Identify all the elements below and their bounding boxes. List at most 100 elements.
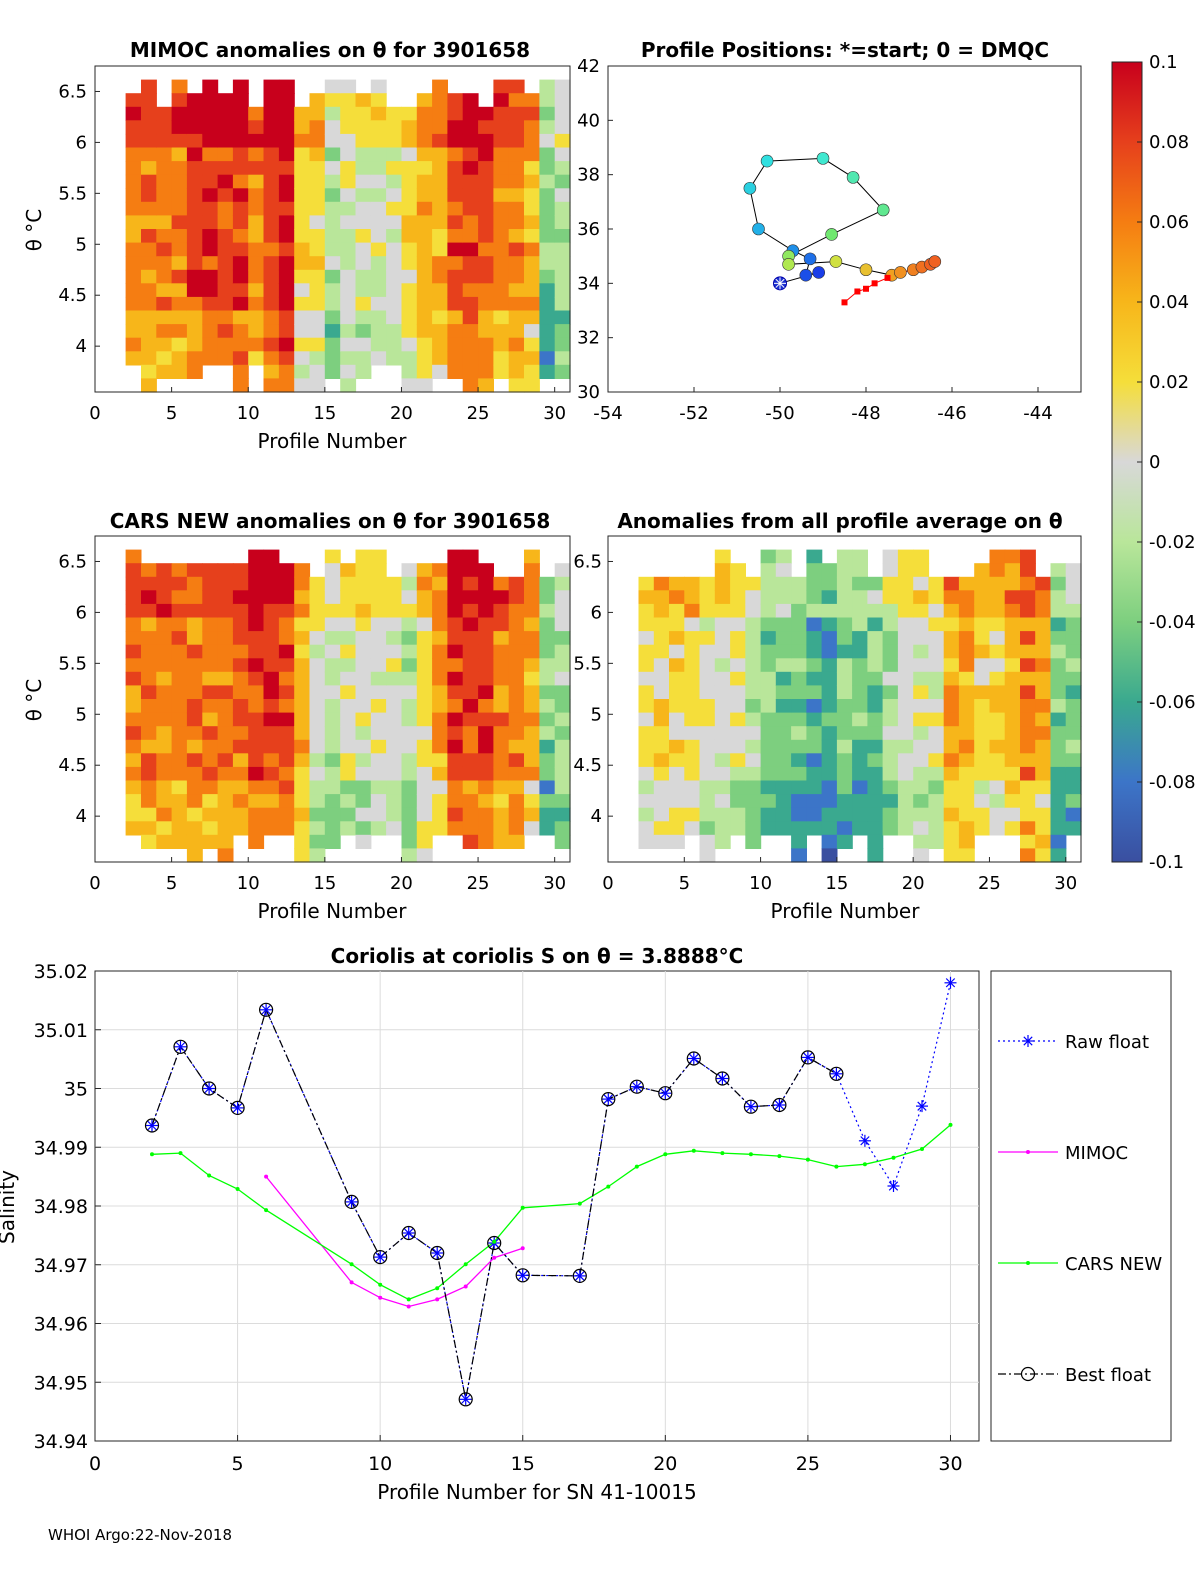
mimoc-cell — [217, 93, 234, 108]
mimoc-cell — [370, 283, 387, 298]
mimoc-cell — [217, 351, 234, 366]
mimoc-cell — [432, 229, 448, 244]
allavg-cell — [989, 726, 1006, 741]
y-tick-label: 4.5 — [58, 285, 87, 306]
allavg-cell — [775, 807, 792, 822]
mimoc-line — [265, 1176, 523, 1308]
mimoc-cell — [278, 364, 295, 379]
mimoc-cell — [386, 283, 402, 298]
allavg-cell — [836, 807, 853, 822]
mimoc-cell — [309, 351, 326, 366]
mimoc-cell — [202, 161, 219, 176]
allavg-cell — [943, 753, 960, 768]
allavg-cell — [714, 807, 731, 822]
cars-cell — [186, 685, 203, 700]
mimoc-cell — [493, 229, 510, 244]
cars-cell — [186, 644, 203, 659]
cars-cell — [462, 739, 479, 754]
mimoc-cell — [217, 269, 234, 284]
y-tick-label: 6 — [76, 602, 87, 623]
allavg-cell — [791, 576, 807, 591]
allavg-cell — [730, 739, 746, 754]
cars-cell — [232, 590, 249, 605]
cars-cell — [554, 739, 571, 754]
cars-ylabel: θ °C — [22, 679, 46, 722]
mimoc-cell — [508, 201, 525, 216]
colorbar-tick-label: -0.08 — [1149, 772, 1196, 793]
mimoc-cell — [340, 310, 357, 325]
allavg-cell — [653, 631, 670, 646]
mimoc-cell — [186, 215, 203, 230]
allavg-cell — [699, 848, 716, 863]
cars-cell — [309, 658, 326, 673]
mimoc-cell — [508, 106, 525, 121]
allavg-cell — [1050, 794, 1067, 809]
allavg-cell — [653, 603, 670, 619]
cars-cell — [202, 712, 219, 727]
cars-cell — [186, 576, 203, 591]
mimoc-cell — [462, 201, 479, 216]
allavg-cell — [882, 766, 899, 782]
mimoc-cell — [156, 133, 173, 149]
allavg-cell — [730, 766, 746, 782]
cars-cell — [447, 712, 464, 727]
allavg-cell — [836, 794, 853, 809]
allavg-cell — [867, 644, 884, 659]
y-tick-label: 5.5 — [58, 183, 87, 204]
mimoc-cell — [171, 283, 188, 298]
mimoc-cell — [248, 256, 265, 271]
mimoc-cell — [539, 337, 556, 352]
mimoc-cell — [539, 324, 556, 339]
allavg-cell — [821, 685, 838, 700]
mimoc-cell — [478, 242, 494, 257]
cars-cell — [263, 671, 280, 686]
cars-cell — [554, 644, 571, 659]
mimoc-cell — [493, 120, 510, 135]
mimoc-cell — [493, 201, 510, 216]
mimoc-cell — [125, 337, 142, 352]
mimoc-cell — [324, 147, 341, 162]
cars-cell — [370, 617, 387, 632]
cars-cell — [386, 807, 402, 822]
mimoc-cell — [416, 188, 433, 203]
mimoc-cell — [386, 256, 402, 271]
mimoc-cell — [202, 215, 219, 230]
cars-cell — [539, 576, 556, 591]
mimoc-cell — [493, 296, 510, 312]
mimoc-cell — [309, 229, 326, 244]
track-dmqc-point — [871, 280, 878, 287]
cars-new-point — [492, 1239, 497, 1244]
cars-cell — [202, 821, 219, 836]
cars-cell — [263, 712, 280, 727]
allavg-cell — [867, 631, 884, 646]
allavg-cell — [943, 794, 960, 809]
cars-cell — [386, 617, 402, 632]
y-tick-label: 34.97 — [34, 1255, 88, 1277]
allavg-cell — [669, 712, 685, 727]
allavg-cell — [852, 726, 868, 741]
allavg-cell — [821, 766, 838, 782]
allavg-cell — [836, 644, 853, 659]
track-dmqc-point — [841, 299, 848, 306]
best-float-point — [629, 1079, 644, 1094]
mimoc-cell — [248, 229, 265, 244]
cars-cell — [324, 766, 341, 782]
allavg-cell — [958, 590, 975, 605]
allavg-cell — [791, 766, 807, 782]
mimoc-cell — [554, 351, 571, 366]
mimoc-cell — [232, 106, 249, 121]
allavg-cell — [821, 603, 838, 619]
mimoc-cell — [232, 269, 249, 284]
allavg-cell — [913, 658, 930, 673]
allavg-cell — [653, 753, 670, 768]
cars-new-point — [748, 1152, 753, 1157]
mimoc-cell — [554, 93, 571, 108]
allavg-cell — [897, 739, 914, 754]
cars-new-point — [150, 1152, 154, 1157]
cars-cell — [432, 631, 448, 646]
allavg-cell — [913, 549, 930, 564]
mimoc-cell — [141, 161, 157, 176]
cars-cell — [294, 699, 311, 714]
cars-cell — [263, 658, 280, 673]
cars-cell — [462, 834, 479, 849]
